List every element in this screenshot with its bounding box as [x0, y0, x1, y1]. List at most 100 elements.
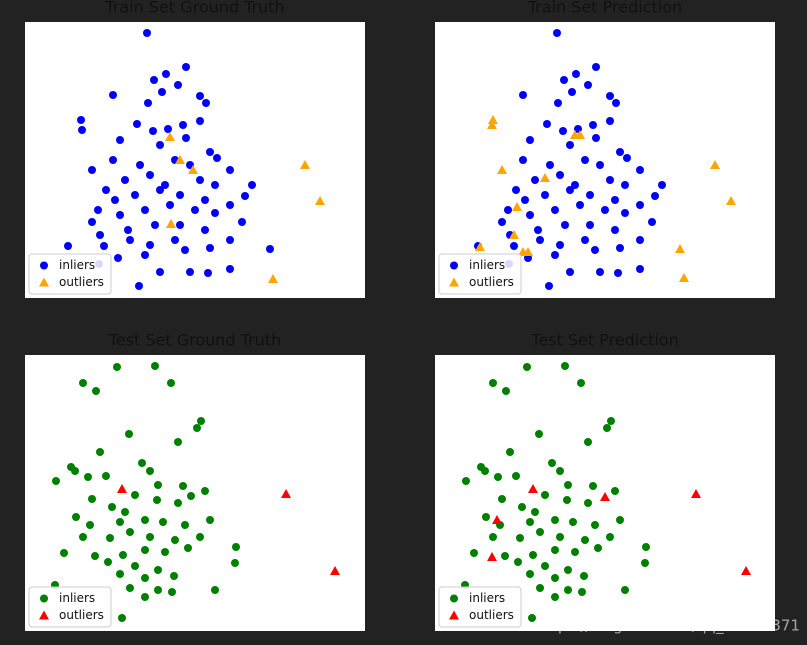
point — [175, 155, 185, 164]
point — [581, 536, 589, 544]
point — [556, 467, 564, 475]
point — [201, 487, 209, 495]
point — [100, 242, 108, 250]
point — [541, 491, 549, 499]
point — [589, 482, 597, 490]
point — [104, 558, 112, 566]
point — [551, 251, 559, 259]
point — [545, 282, 553, 290]
point — [266, 245, 274, 253]
point — [116, 211, 124, 219]
point — [168, 588, 176, 596]
point — [559, 127, 567, 135]
point — [131, 191, 139, 199]
point — [616, 516, 624, 524]
legend-marker — [40, 261, 48, 270]
point — [241, 192, 249, 200]
point — [196, 92, 204, 100]
point — [206, 244, 214, 252]
point — [621, 209, 629, 217]
plot-area — [25, 355, 365, 631]
point — [482, 513, 490, 521]
point — [88, 495, 96, 503]
point — [159, 518, 167, 526]
point — [594, 544, 602, 552]
point — [125, 430, 133, 438]
point — [560, 76, 568, 84]
plot-area — [25, 22, 365, 298]
point — [543, 120, 551, 128]
point — [519, 91, 527, 99]
point — [156, 186, 164, 194]
point — [106, 534, 114, 542]
point — [193, 424, 201, 432]
point — [131, 491, 139, 499]
legend-label: outliers — [59, 608, 104, 622]
point — [96, 231, 104, 239]
point — [149, 127, 157, 135]
point — [141, 251, 149, 259]
point — [528, 614, 536, 622]
point — [232, 543, 240, 551]
point — [71, 467, 79, 475]
point — [176, 221, 184, 229]
point — [489, 533, 497, 541]
point — [141, 516, 149, 524]
point — [551, 206, 559, 214]
point — [109, 156, 117, 164]
point — [88, 166, 96, 174]
legend-label: inliers — [469, 258, 505, 272]
point — [102, 186, 110, 194]
point — [136, 161, 144, 169]
point — [174, 438, 182, 446]
point — [611, 487, 619, 495]
point — [575, 130, 585, 139]
point — [518, 503, 526, 511]
point — [642, 543, 650, 551]
point — [158, 88, 166, 96]
point — [536, 584, 544, 592]
point — [114, 254, 122, 262]
point — [119, 551, 127, 559]
point — [603, 424, 611, 432]
point — [146, 171, 154, 179]
point — [566, 186, 574, 194]
point — [161, 548, 169, 556]
point — [141, 574, 149, 582]
point — [154, 481, 162, 489]
point — [166, 219, 176, 228]
point — [607, 417, 615, 425]
point — [138, 459, 146, 467]
point — [179, 121, 187, 129]
legend-marker — [39, 277, 49, 287]
point — [512, 186, 520, 194]
point — [135, 282, 143, 290]
legend-box — [438, 586, 522, 628]
point — [523, 363, 531, 371]
point — [551, 546, 559, 554]
chart-title: Train Set Ground Truth — [104, 0, 284, 17]
point — [174, 499, 182, 507]
point — [514, 558, 522, 566]
point — [584, 438, 592, 446]
chart-title: Train Set Prediction — [527, 0, 682, 17]
point — [206, 516, 214, 524]
point — [531, 508, 539, 516]
point — [504, 206, 512, 214]
point — [623, 154, 631, 162]
legend-label: inliers — [59, 591, 95, 605]
point — [586, 221, 594, 229]
point — [204, 269, 212, 277]
chart-title: Test Set Prediction — [530, 331, 678, 350]
point — [569, 518, 577, 526]
point — [181, 521, 189, 529]
point — [726, 196, 736, 205]
point — [498, 495, 506, 503]
point — [611, 196, 619, 204]
point — [553, 29, 561, 37]
point — [143, 29, 151, 37]
point — [211, 181, 219, 189]
point — [576, 201, 584, 209]
point — [568, 88, 576, 96]
